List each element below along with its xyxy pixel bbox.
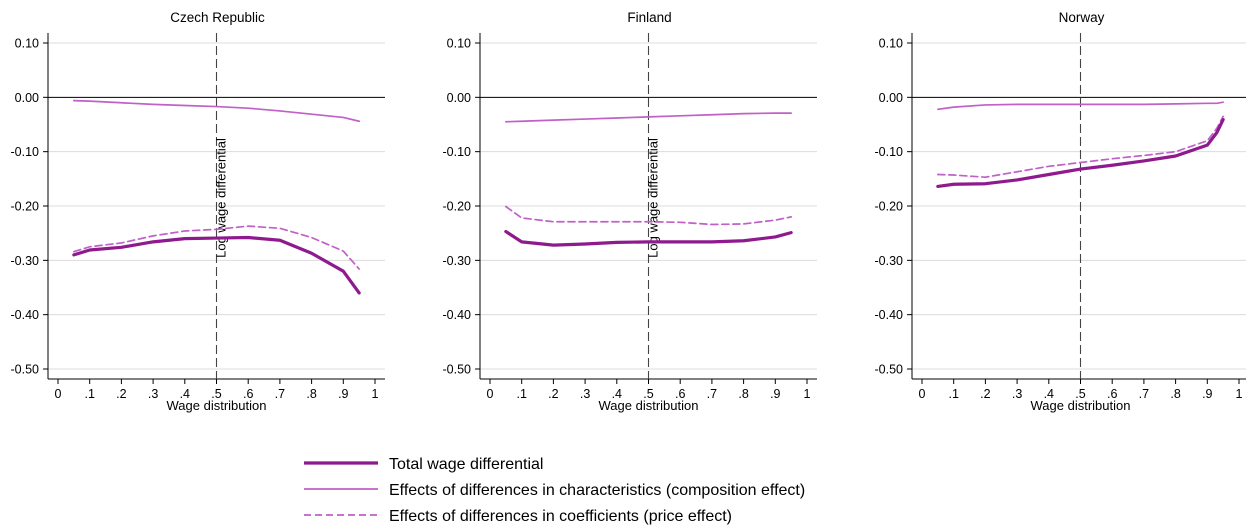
series-line-thick-solid <box>72 235 361 295</box>
series-line-dashed <box>505 205 793 226</box>
series-line-thick-solid <box>504 229 793 247</box>
x-tick-label: .6 <box>1107 387 1117 401</box>
x-tick-label: .5 <box>643 387 653 401</box>
y-tick-label: -0.30 <box>875 254 904 268</box>
x-tick-label: .9 <box>338 387 348 401</box>
x-tick-label: .1 <box>948 387 958 401</box>
x-tick-label: 1 <box>372 387 379 401</box>
y-tick-label: -0.50 <box>443 363 472 377</box>
y-tick-label: 0.00 <box>879 91 903 105</box>
x-tick-label: .9 <box>770 387 780 401</box>
y-tick-label: -0.10 <box>443 145 472 159</box>
legend-label: Effects of differences in coefficients (… <box>389 508 732 525</box>
x-tick-label: .4 <box>612 387 622 401</box>
series-line-thin-solid <box>505 112 793 123</box>
legend-label: Effects of differences in characteristic… <box>389 482 805 499</box>
x-tick-label: .6 <box>675 387 685 401</box>
x-tick-label: .7 <box>1139 387 1149 401</box>
x-tick-label: .3 <box>580 387 590 401</box>
panel-1: Czech Republic 0.10 0.00 -0.10 -0.20 -0.30 -0.… <box>11 10 385 413</box>
y-tick-label: -0.40 <box>443 308 472 322</box>
x-tick-label: .5 <box>211 387 221 401</box>
y-tick-label: 0.10 <box>879 37 903 51</box>
x-tick-label: 0 <box>919 387 926 401</box>
x-tick-label: 0 <box>55 387 62 401</box>
x-axis-title: Wage distribution <box>599 398 699 413</box>
x-tick-label: .4 <box>180 387 190 401</box>
x-tick-label: .7 <box>275 387 285 401</box>
series-line-dashed <box>72 225 360 270</box>
x-tick-label: .1 <box>516 387 526 401</box>
x-tick-label: .5 <box>1075 387 1085 401</box>
x-tick-label: .8 <box>738 387 748 401</box>
y-tick-label: 0.00 <box>447 91 471 105</box>
legend: Total wage differential Effects of differ… <box>304 456 805 525</box>
legend-label: Total wage differential <box>389 456 543 473</box>
y-tick-label: -0.20 <box>875 200 904 214</box>
x-tick-label: .9 <box>1202 387 1212 401</box>
x-tick-label: .2 <box>116 387 126 401</box>
x-tick-label: .3 <box>148 387 158 401</box>
x-tick-label: .1 <box>84 387 94 401</box>
y-tick-label: -0.40 <box>11 308 40 322</box>
reference-line-label: Log wage differential <box>214 138 229 258</box>
x-tick-label: .8 <box>306 387 316 401</box>
panel-3: Norway 0.10 0.00 -0.10 -0.20 -0.30 -0.40 -0.50 0… <box>875 10 1246 413</box>
x-tick-label: .3 <box>1012 387 1022 401</box>
x-tick-label: .8 <box>1170 387 1180 401</box>
y-tick-label: -0.20 <box>443 200 472 214</box>
x-tick-label: 1 <box>804 387 811 401</box>
series-line-thin-solid <box>72 99 360 123</box>
series-line-dashed <box>936 115 1225 179</box>
y-tick-label: -0.10 <box>11 145 40 159</box>
panel-title: Czech Republic <box>170 10 265 25</box>
y-tick-label: 0.10 <box>15 37 39 51</box>
y-tick-label: -0.10 <box>875 145 904 159</box>
y-tick-label: 0.10 <box>447 37 471 51</box>
x-tick-label: .2 <box>548 387 558 401</box>
x-tick-label: 1 <box>1236 387 1243 401</box>
series-line-thick-solid <box>936 118 1225 189</box>
reference-line-label: Log wage differential <box>646 138 661 258</box>
y-tick-label: -0.30 <box>443 254 472 268</box>
series-line-thin-solid <box>936 101 1225 111</box>
x-tick-label: .4 <box>1044 387 1054 401</box>
y-tick-label: -0.40 <box>875 308 904 322</box>
y-tick-label: -0.50 <box>875 363 904 377</box>
y-tick-label: -0.30 <box>11 254 40 268</box>
y-tick-label: -0.50 <box>11 363 40 377</box>
x-axis-title: Wage distribution <box>1031 398 1131 413</box>
x-tick-label: .2 <box>980 387 990 401</box>
x-tick-label: .6 <box>243 387 253 401</box>
y-tick-label: 0.00 <box>15 91 39 105</box>
y-tick-label: -0.20 <box>11 200 40 214</box>
panel-title: Finland <box>627 10 671 25</box>
x-tick-label: .7 <box>707 387 717 401</box>
panel-title: Norway <box>1059 10 1105 25</box>
x-tick-label: 0 <box>487 387 494 401</box>
panel-2: Finland 0.10 0.00 -0.10 -0.20 -0.30 -0.40 -0.50… <box>443 10 817 413</box>
x-axis-title: Wage distribution <box>167 398 267 413</box>
